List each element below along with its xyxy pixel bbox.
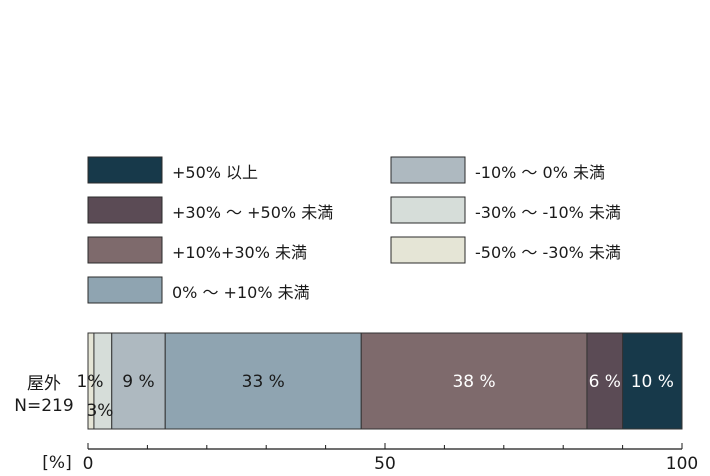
x-tick-label: 50 <box>374 454 396 474</box>
category-label-line-2: N=219 <box>14 396 73 416</box>
legend-swatch <box>87 196 163 224</box>
x-tick-label: 100 <box>666 454 698 474</box>
bar-value-label: 33 % <box>242 372 285 392</box>
legend-label: +10%+30% 未満 <box>172 243 307 262</box>
bar-value-label: 6 % <box>589 372 621 392</box>
bar-value-label: 3% <box>86 401 113 421</box>
bar-segment <box>586 332 624 430</box>
legend-label: -50% ～ -30% 未満 <box>475 243 621 262</box>
bar-segment <box>111 332 166 430</box>
bar-value-label: 10 % <box>631 372 674 392</box>
legend-label: +30% ～ +50% 未満 <box>172 203 333 222</box>
bar-value-label: 9 % <box>122 372 154 392</box>
bar-segment <box>622 332 683 430</box>
legend-swatch <box>87 276 163 304</box>
legend-label: -10% ～ 0% 未満 <box>475 163 605 182</box>
legend-label: +50% 以上 <box>172 163 258 182</box>
category-label-line-1: 屋外 <box>27 374 61 394</box>
bar-labels: 1% 3% 9 % 33 % 38 % 6 % 10 % <box>77 372 674 421</box>
legend-label: 0% ～ +10% 未満 <box>172 283 310 302</box>
legend-swatch <box>390 236 466 264</box>
legend-swatch <box>390 156 466 184</box>
bar-segment <box>360 332 588 430</box>
x-axis: 0 50 100 <box>83 443 698 474</box>
legend-swatch <box>87 236 163 264</box>
x-unit-label: [%] <box>42 453 71 473</box>
legend-label: -30% ～ -10% 未満 <box>475 203 621 222</box>
legend-swatch <box>87 156 163 184</box>
bar-segments <box>87 332 683 430</box>
bar-value-label: 38 % <box>452 372 495 392</box>
x-tick-label: 0 <box>83 454 94 474</box>
legend-swatch <box>390 196 466 224</box>
bar-value-label: 1% <box>77 372 104 392</box>
legend: +50% 以上 +30% ～ +50% 未満 +10%+30% 未満 0% ～ +10… <box>87 156 621 304</box>
